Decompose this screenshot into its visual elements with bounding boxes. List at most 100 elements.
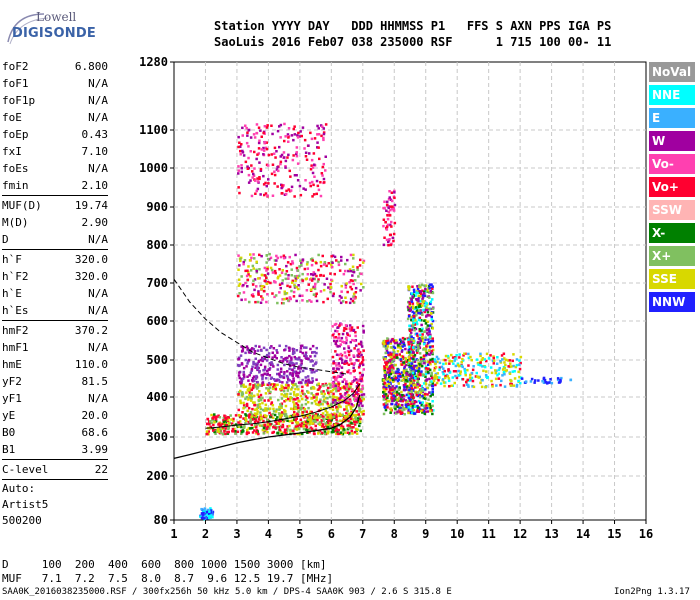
echo-point xyxy=(519,355,523,359)
echo-point xyxy=(425,315,428,318)
echo-point xyxy=(269,266,273,270)
echo-point xyxy=(405,351,409,354)
echo-point xyxy=(394,363,397,367)
header-line-2: SaoLuis 2016 Feb07 038 235000 RSF 1 715 … xyxy=(214,35,612,49)
echo-point xyxy=(304,381,307,384)
echo-point xyxy=(295,266,299,270)
echo-point xyxy=(265,348,268,352)
echo-point xyxy=(266,267,269,271)
echo-point xyxy=(291,158,295,162)
echo-point xyxy=(225,417,228,421)
echo-point xyxy=(203,508,206,512)
echo-point xyxy=(249,179,252,182)
echo-point xyxy=(276,416,279,419)
echo-point xyxy=(241,350,244,353)
echo-point xyxy=(237,363,240,367)
echo-point xyxy=(246,165,249,168)
echo-point xyxy=(383,369,387,373)
echo-point xyxy=(285,264,288,268)
echo-point xyxy=(257,277,260,280)
echo-point xyxy=(356,417,360,420)
echo-point xyxy=(408,306,411,309)
legend-item: X- xyxy=(649,223,695,243)
echo-point xyxy=(209,507,212,510)
echo-point xyxy=(415,366,419,370)
echo-point xyxy=(429,300,433,304)
echo-point xyxy=(309,131,312,135)
echo-point xyxy=(347,389,350,392)
echo-point xyxy=(269,390,272,394)
echo-point xyxy=(267,389,270,392)
echo-point xyxy=(241,346,245,350)
echo-point xyxy=(408,329,412,332)
echo-point xyxy=(308,181,312,185)
echo-point xyxy=(354,286,358,290)
echo-point xyxy=(406,403,410,406)
echo-point xyxy=(251,293,255,296)
echo-point xyxy=(329,286,333,289)
echo-point xyxy=(421,373,425,376)
param-value: 2.10 xyxy=(81,179,109,192)
echo-point xyxy=(412,369,416,372)
echo-point xyxy=(390,357,394,361)
echo-point xyxy=(239,382,243,385)
echo-point xyxy=(420,362,423,366)
echo-point xyxy=(409,331,413,334)
echo-point xyxy=(251,407,254,411)
echo-point xyxy=(274,271,277,275)
echo-point xyxy=(299,394,303,398)
echo-point xyxy=(426,314,429,317)
echo-point xyxy=(296,374,299,378)
echo-point xyxy=(477,376,481,379)
echo-point xyxy=(503,367,506,370)
echo-point xyxy=(274,426,277,429)
echo-point xyxy=(295,394,298,397)
echo-point xyxy=(424,290,427,293)
echo-point xyxy=(275,254,278,258)
echo-point xyxy=(295,274,299,278)
echo-point xyxy=(325,389,329,392)
echo-point xyxy=(325,264,328,268)
echo-point xyxy=(349,340,352,344)
echo-point xyxy=(410,395,413,399)
echo-point xyxy=(306,396,309,400)
echo-point xyxy=(284,399,288,402)
echo-point xyxy=(390,220,393,224)
echo-point xyxy=(386,345,389,348)
echo-point xyxy=(327,416,330,419)
echo-point xyxy=(479,352,482,356)
echo-point xyxy=(261,408,265,412)
echo-point xyxy=(434,361,437,364)
echo-point xyxy=(278,125,281,128)
echo-point xyxy=(306,429,309,432)
echo-point xyxy=(423,319,426,322)
echo-point xyxy=(410,315,413,319)
echo-point xyxy=(283,431,287,434)
echo-point xyxy=(412,357,415,361)
echo-point xyxy=(307,406,310,410)
echo-point xyxy=(430,371,433,375)
param-name: C-level xyxy=(2,463,49,476)
echo-point xyxy=(419,356,423,360)
echo-point xyxy=(457,369,460,373)
echo-point xyxy=(408,393,412,396)
echo-point xyxy=(314,402,318,406)
echo-point xyxy=(419,305,423,308)
echo-point xyxy=(329,290,332,294)
echo-point xyxy=(389,372,392,376)
echo-point xyxy=(398,373,402,376)
echo-point xyxy=(318,421,322,424)
echo-point xyxy=(234,414,238,417)
echo-point xyxy=(434,383,437,387)
echo-point xyxy=(454,374,457,378)
echo-point xyxy=(263,125,267,128)
echo-point xyxy=(415,298,418,301)
echo-point xyxy=(344,286,348,289)
echo-point xyxy=(239,145,242,148)
echo-point xyxy=(241,151,245,154)
echo-point xyxy=(388,238,391,241)
echo-point xyxy=(415,410,419,413)
echo-point xyxy=(276,165,279,169)
echo-point xyxy=(383,365,386,368)
echo-point xyxy=(481,365,484,368)
